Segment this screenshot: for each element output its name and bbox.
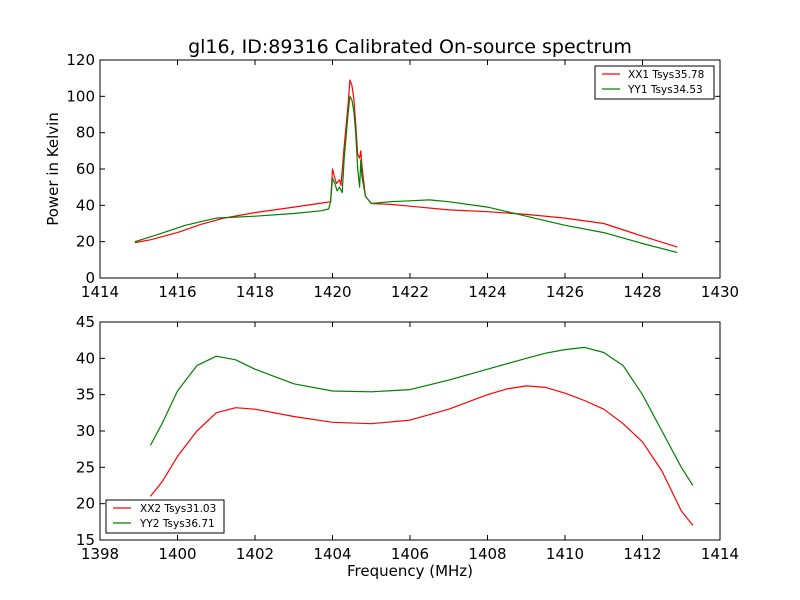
bottom-x-axis-label: Frequency (MHz) bbox=[347, 562, 473, 580]
bottom-x-tick-label: 1414 bbox=[701, 545, 739, 563]
bottom-series-line-2 bbox=[149, 346, 694, 486]
top-x-tick-label: 1416 bbox=[158, 283, 196, 301]
bottom-y-tick-label: 30 bbox=[76, 422, 95, 440]
top-y-tick-label: 60 bbox=[76, 160, 95, 178]
bottom-x-tick-label: 1398 bbox=[81, 545, 119, 563]
top-y-tick-label: 100 bbox=[66, 87, 95, 105]
bottom-x-tick-label: 1410 bbox=[546, 545, 584, 563]
top-x-tick-label: 1422 bbox=[391, 283, 429, 301]
bottom-y-tick-label: 20 bbox=[76, 495, 95, 513]
bottom-legend-label-yy2: YY2 Tsys36.71 bbox=[139, 518, 215, 530]
bottom-x-tick-label: 1406 bbox=[391, 545, 429, 563]
top-x-tick-label: 1426 bbox=[546, 283, 584, 301]
bottom-x-tick-label: 1408 bbox=[468, 545, 506, 563]
top-series-line-1 bbox=[134, 79, 678, 248]
top-y-tick-label: 20 bbox=[76, 233, 95, 251]
top-ticks: 1414 1416 1418 1420 1422 1424 1426 1428 1430 0 20 4… bbox=[66, 51, 739, 301]
top-y-tick-label: 0 bbox=[85, 269, 95, 287]
top-y-tick-label: 80 bbox=[76, 124, 95, 142]
bottom-series-layer bbox=[149, 346, 694, 526]
top-plot: 1414 1416 1418 1420 1422 1424 1426 1428 1430 0 20 4… bbox=[44, 51, 739, 301]
bottom-legend-box bbox=[105, 499, 225, 534]
top-y-tick-label: 40 bbox=[76, 196, 95, 214]
top-x-tick-label: 1418 bbox=[236, 283, 274, 301]
bottom-ticks: 1398 1400 1402 1404 1406 1408 1410 1412 1414 15 20… bbox=[76, 313, 739, 563]
bottom-x-tick-label: 1402 bbox=[236, 545, 274, 563]
top-y-tick-label: 120 bbox=[66, 51, 95, 69]
bottom-series-line-1 bbox=[149, 385, 694, 526]
top-x-tick-label: 1424 bbox=[468, 283, 506, 301]
top-x-tick-label: 1420 bbox=[313, 283, 351, 301]
bottom-y-tick-label: 40 bbox=[76, 349, 95, 367]
top-legend-label-xx1: XX1 Tsys35.78 bbox=[628, 69, 704, 81]
top-x-tick-label: 1430 bbox=[701, 283, 739, 301]
bottom-y-tick-label: 35 bbox=[76, 386, 95, 404]
bottom-y-tick-label: 45 bbox=[76, 313, 95, 331]
chart-title: gl16, ID:89316 Calibrated On-source spec… bbox=[188, 36, 632, 58]
bottom-y-tick-label: 15 bbox=[76, 531, 95, 549]
top-legend: XX1 Tsys35.78 YY1 Tsys34.53 bbox=[594, 65, 715, 100]
bottom-legend-label-xx2: XX2 Tsys31.03 bbox=[140, 503, 216, 515]
top-series-line-2 bbox=[134, 95, 678, 254]
bottom-y-tick-label: 25 bbox=[76, 458, 95, 476]
top-legend-box bbox=[594, 65, 715, 100]
top-x-tick-label: 1428 bbox=[623, 283, 661, 301]
bottom-legend: XX2 Tsys31.03 YY2 Tsys36.71 bbox=[105, 499, 225, 534]
top-legend-label-yy1: YY1 Tsys34.53 bbox=[627, 84, 703, 96]
bottom-plot: 1398 1400 1402 1404 1406 1408 1410 1412 1414 15 20… bbox=[76, 313, 739, 580]
bottom-x-tick-label: 1400 bbox=[158, 545, 196, 563]
bottom-x-tick-label: 1412 bbox=[623, 545, 661, 563]
bottom-x-tick-label: 1404 bbox=[313, 545, 351, 563]
top-series-layer bbox=[134, 79, 678, 254]
top-x-tick-label: 1414 bbox=[81, 283, 119, 301]
top-y-axis-label: Power in Kelvin bbox=[44, 112, 62, 226]
